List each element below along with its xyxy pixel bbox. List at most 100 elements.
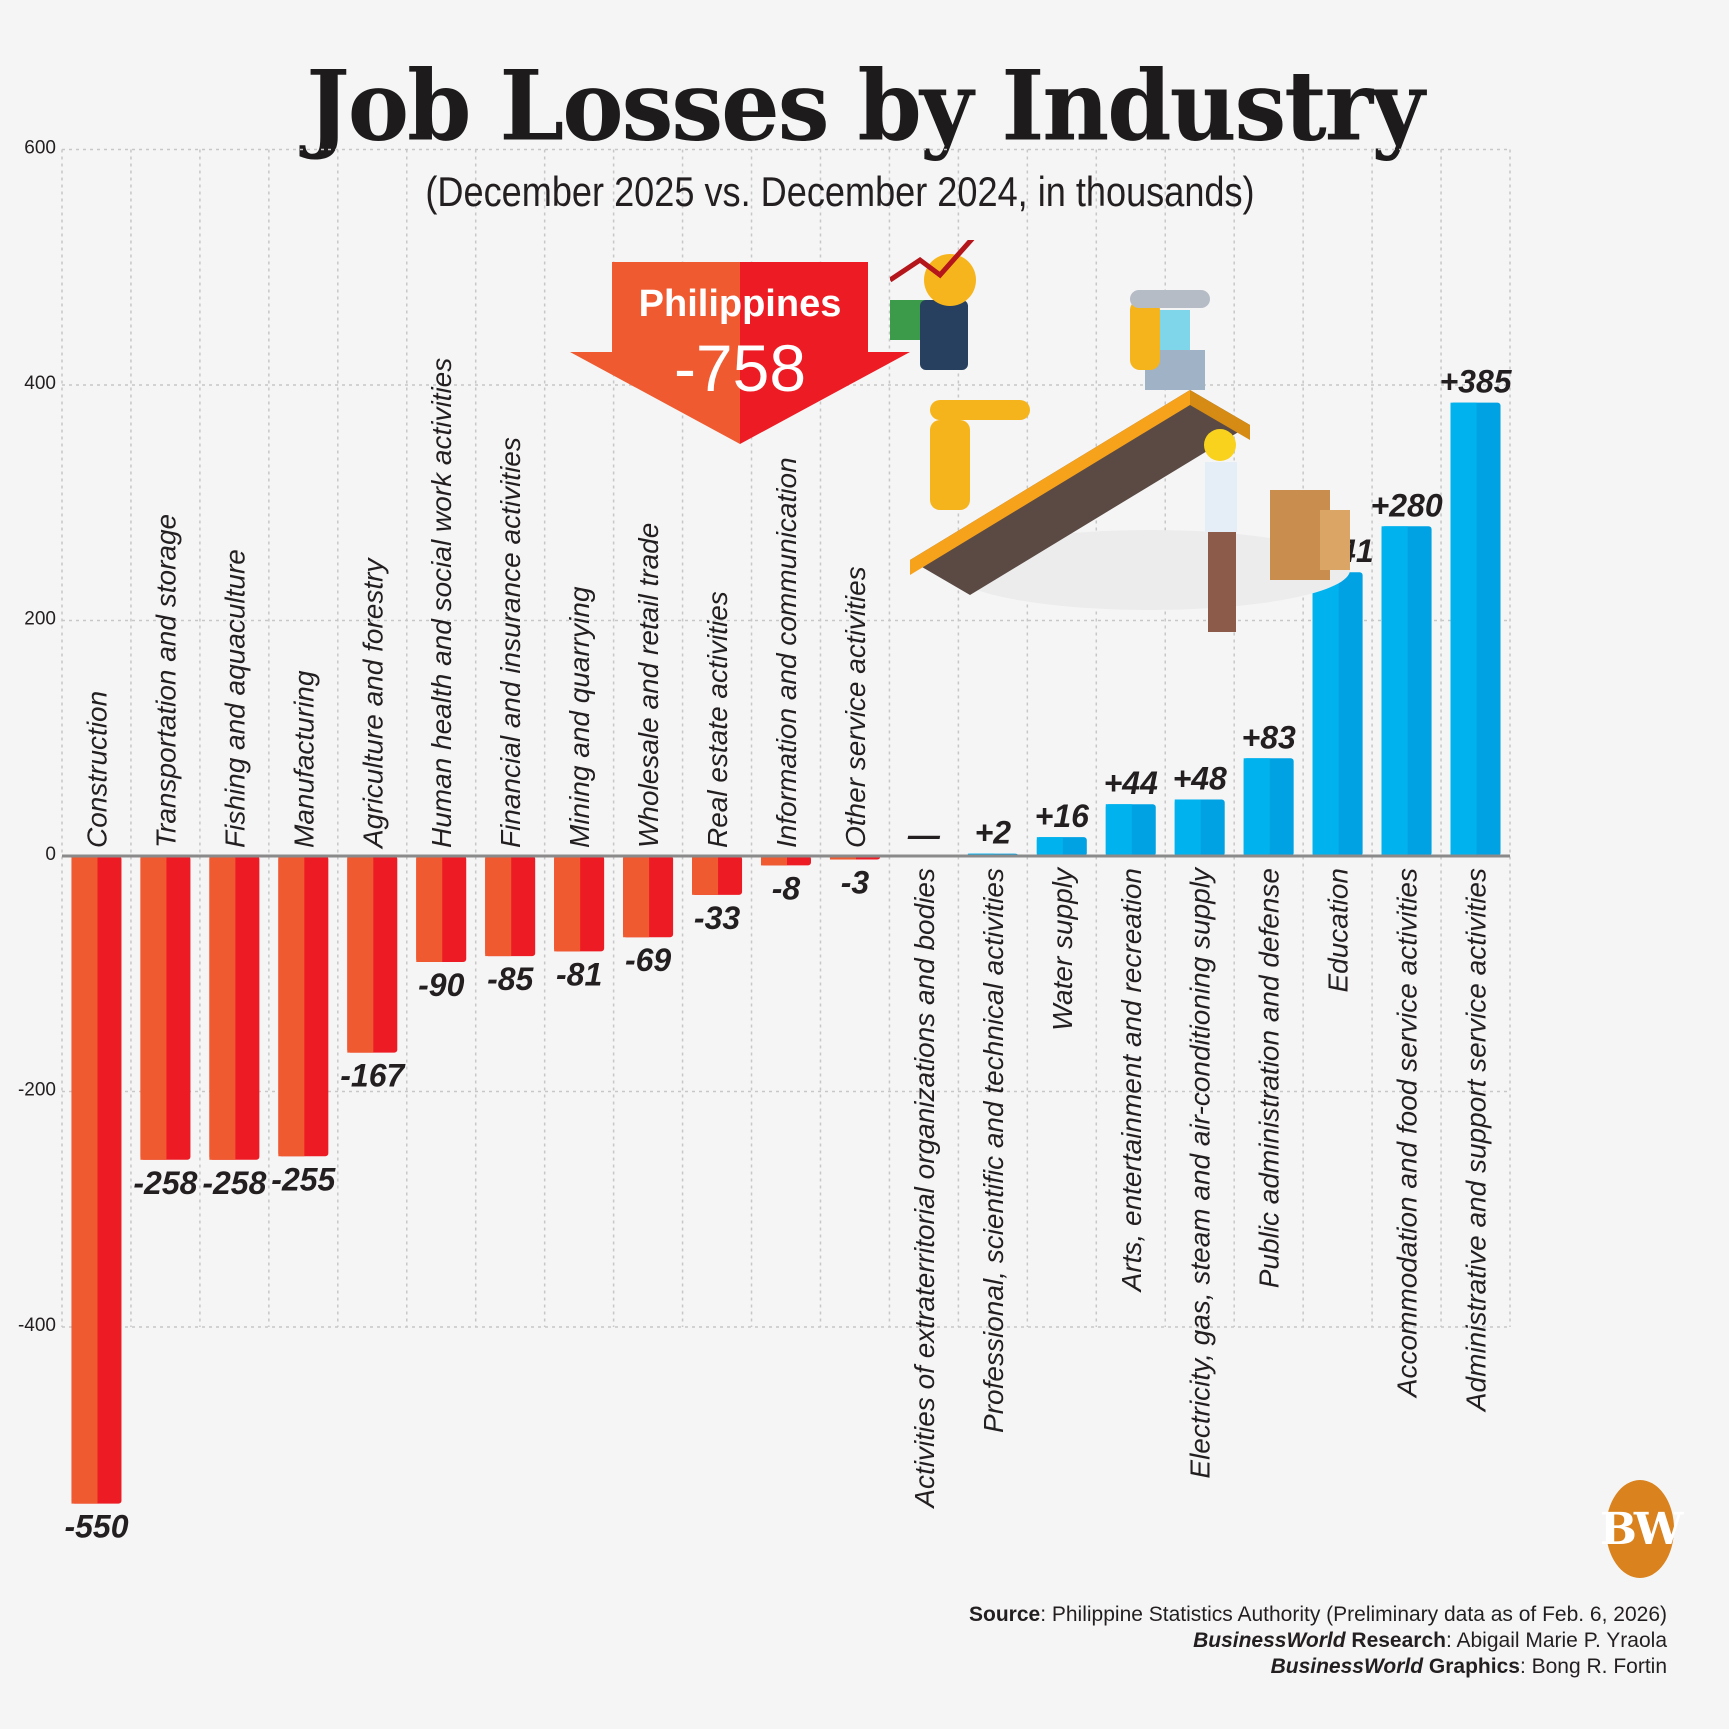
value-label: -258 bbox=[202, 1165, 266, 1201]
source-line: Source: Philippine Statistics Authority … bbox=[968, 1603, 1667, 1626]
bar bbox=[1036, 837, 1087, 856]
value-label: -69 bbox=[625, 942, 671, 978]
category-label: Wholesale and retail trade bbox=[633, 523, 664, 848]
value-labels: -550-258 -258 -255-167-90 -85 -81 -69-33-8 -3—… bbox=[64, 364, 1512, 1545]
bar-fill-left bbox=[761, 856, 787, 866]
bar bbox=[761, 856, 811, 866]
factory-illustration-icon bbox=[890, 240, 1350, 632]
category-label: Human health and social work activities bbox=[426, 358, 457, 848]
bar bbox=[1312, 572, 1363, 856]
category-label: Activities of extraterritorial organizat… bbox=[909, 868, 940, 1510]
chart-subtitle: (December 2025 vs. December 2024, in tho… bbox=[425, 168, 1255, 215]
bar-fill-left bbox=[1105, 804, 1132, 856]
bar-fill-left bbox=[692, 856, 719, 895]
trend-arrow-icon bbox=[890, 240, 975, 283]
value-label: -81 bbox=[556, 956, 602, 992]
y-tick-label: 200 bbox=[24, 609, 56, 630]
bar-fill-left bbox=[209, 856, 236, 1160]
bar bbox=[1174, 799, 1225, 856]
value-label: -255 bbox=[271, 1161, 336, 1197]
businessworld-logo: BW bbox=[1600, 1480, 1683, 1578]
bar-fill-left bbox=[1036, 837, 1063, 856]
bar-fill-left bbox=[554, 856, 581, 952]
value-label: -258 bbox=[133, 1165, 197, 1201]
chart-title: Job Losses by Industry bbox=[306, 49, 1424, 163]
category-label: Accommodation and food service activitie… bbox=[1392, 868, 1423, 1399]
callout-label: Philippines bbox=[638, 283, 842, 325]
category-label: Real estate activities bbox=[702, 591, 733, 848]
bars bbox=[71, 402, 1501, 1504]
category-label: Public administration and defense bbox=[1254, 868, 1285, 1288]
category-label: Agriculture and forestry bbox=[357, 557, 388, 850]
value-label: — bbox=[907, 817, 941, 853]
robot-arm-icon bbox=[930, 400, 1030, 510]
worker-icon bbox=[1204, 429, 1237, 632]
research-line: BusinessWorld Research: Abigail Marie P.… bbox=[1193, 1629, 1667, 1652]
value-label: -8 bbox=[772, 870, 801, 906]
bar-fill-left bbox=[1243, 758, 1270, 856]
y-tick-label: 600 bbox=[24, 138, 56, 159]
value-label: -3 bbox=[841, 865, 870, 901]
y-tick-label: -200 bbox=[18, 1080, 56, 1101]
value-label: +48 bbox=[1173, 760, 1227, 796]
bar bbox=[1450, 402, 1501, 856]
category-label: Mining and quarrying bbox=[564, 586, 595, 848]
category-label: Construction bbox=[81, 691, 112, 848]
y-tick-label: -400 bbox=[18, 1315, 56, 1336]
bar-fill-left bbox=[1450, 402, 1477, 856]
callout-value: -758 bbox=[673, 331, 807, 405]
category-label: Professional, scientific and technical a… bbox=[978, 868, 1009, 1433]
bar bbox=[554, 856, 605, 952]
bar-fill-left bbox=[347, 856, 374, 1053]
category-label: Water supply bbox=[1047, 866, 1078, 1031]
bar-fill-left bbox=[71, 856, 98, 1504]
bar-fill-left bbox=[1312, 572, 1339, 856]
bar-fill-left bbox=[140, 856, 167, 1160]
bar-fill-left bbox=[416, 856, 443, 962]
bar bbox=[485, 856, 536, 957]
bar bbox=[416, 856, 467, 962]
bar-fill-left bbox=[485, 856, 512, 957]
value-label: -550 bbox=[64, 1509, 128, 1545]
value-label: +16 bbox=[1035, 798, 1089, 834]
boxes-icon bbox=[1270, 490, 1350, 580]
credits: Source: Philippine Statistics Authority … bbox=[969, 1602, 1667, 1680]
bar bbox=[140, 856, 191, 1160]
category-label: Fishing and aquaculture bbox=[219, 549, 250, 848]
bar-fill-left bbox=[1174, 799, 1201, 856]
bar bbox=[278, 856, 329, 1157]
bar-fill-left bbox=[623, 856, 650, 938]
bar bbox=[1381, 526, 1432, 856]
bar bbox=[623, 856, 674, 938]
value-label: +2 bbox=[975, 815, 1012, 851]
value-label: -90 bbox=[418, 967, 464, 1003]
value-label: +280 bbox=[1371, 487, 1443, 523]
bar bbox=[347, 856, 398, 1053]
y-axis: 600 400 200 0 -200 -400 bbox=[18, 138, 56, 1337]
y-tick-label: 0 bbox=[45, 844, 56, 865]
bar bbox=[209, 856, 260, 1160]
category-label: Education bbox=[1323, 868, 1354, 993]
category-label: Information and communication bbox=[771, 457, 802, 848]
bar bbox=[1243, 758, 1294, 856]
bar-fill-left bbox=[278, 856, 305, 1157]
robot-arm-icon bbox=[1130, 290, 1210, 370]
category-label: Manufacturing bbox=[288, 670, 319, 848]
category-label: Administrative and support service activ… bbox=[1461, 868, 1492, 1413]
national-total-arrow-icon bbox=[570, 262, 910, 444]
category-label: Arts, entertainment and recreation bbox=[1116, 868, 1147, 1293]
value-label: +44 bbox=[1104, 765, 1158, 801]
bar bbox=[71, 856, 122, 1504]
bar-fill-left bbox=[1381, 526, 1408, 856]
y-tick-label: 400 bbox=[24, 373, 56, 394]
value-label: +83 bbox=[1242, 719, 1296, 755]
category-label: Other service activities bbox=[840, 566, 871, 848]
category-labels: Construction Transportation and storage Fi… bbox=[81, 358, 1491, 1510]
value-label: -33 bbox=[694, 900, 740, 936]
bar bbox=[1105, 804, 1156, 856]
category-label: Transportation and storage bbox=[150, 514, 181, 848]
value-label: -85 bbox=[487, 961, 534, 997]
category-label: Financial and insurance activities bbox=[495, 437, 526, 848]
bar bbox=[692, 856, 743, 895]
